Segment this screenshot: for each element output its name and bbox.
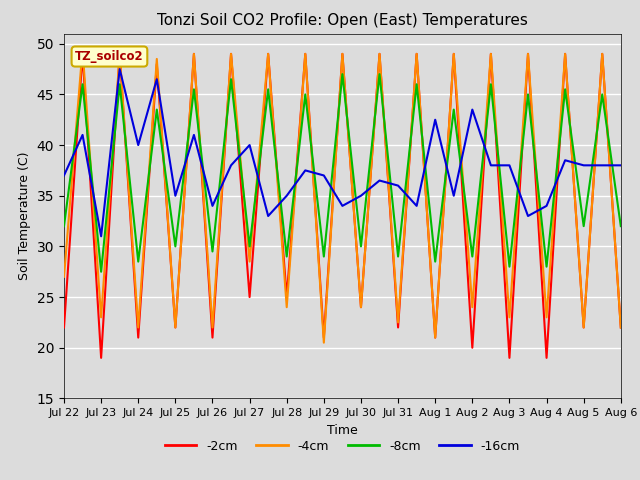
Legend: -2cm, -4cm, -8cm, -16cm: -2cm, -4cm, -8cm, -16cm [160, 435, 525, 458]
Text: TZ_soilco2: TZ_soilco2 [75, 50, 144, 63]
Y-axis label: Soil Temperature (C): Soil Temperature (C) [18, 152, 31, 280]
Title: Tonzi Soil CO2 Profile: Open (East) Temperatures: Tonzi Soil CO2 Profile: Open (East) Temp… [157, 13, 528, 28]
X-axis label: Time: Time [327, 424, 358, 437]
